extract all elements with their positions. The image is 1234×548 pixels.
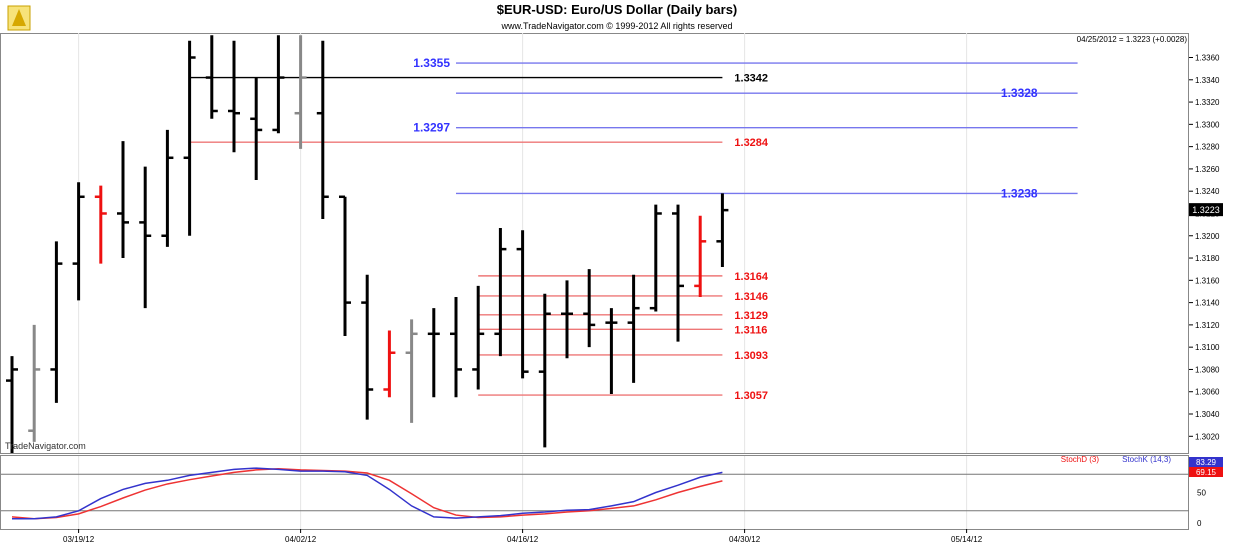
ohlc-bar bbox=[472, 285, 485, 390]
stoch-d-legend: StochD (3) bbox=[1061, 455, 1100, 464]
price-level-label: 1.3093 bbox=[734, 350, 768, 362]
ohlc-bar bbox=[28, 324, 41, 442]
ohlc-bar bbox=[228, 40, 240, 153]
ohlc-bar bbox=[583, 269, 596, 348]
chart-subtitle: www.TradeNavigator.com © 1999-2012 All r… bbox=[501, 21, 733, 31]
price-level-label: 1.3328 bbox=[1001, 86, 1038, 100]
ohlc-bar bbox=[250, 77, 263, 181]
ohlc-bar bbox=[561, 280, 573, 359]
price-tick-label: 1.3020 bbox=[1195, 432, 1220, 441]
price-tick-label: 1.3100 bbox=[1195, 343, 1220, 352]
ohlc-bar bbox=[383, 330, 396, 398]
ohlc-bar bbox=[361, 274, 374, 420]
price-level-label: 1.3146 bbox=[734, 291, 768, 303]
date-axis: 03/19/12 04/02/12 04/16/12 04/30/12 05/14/12 bbox=[63, 529, 983, 544]
price-level-label: 1.3342 bbox=[734, 73, 768, 85]
ohlc-bar bbox=[205, 35, 218, 119]
chart-title: $EUR-USD: Euro/US Dollar (Daily bars) bbox=[497, 2, 738, 17]
price-tick-label: 1.3320 bbox=[1195, 98, 1220, 107]
ohlc-bar bbox=[672, 204, 684, 342]
stoch-d-line bbox=[11, 467, 723, 520]
ohlc-bar bbox=[294, 35, 307, 149]
ohlc-bar bbox=[694, 215, 707, 298]
stochastic-panel-frame bbox=[0, 455, 1189, 530]
price-level-label: 1.3238 bbox=[1001, 186, 1038, 200]
ohlc-bar bbox=[450, 297, 462, 398]
ohlc-bar bbox=[405, 319, 418, 423]
ohlc-bar bbox=[649, 204, 662, 312]
stoch-value-tags: 83.29 69.15 bbox=[1189, 457, 1223, 477]
ohlc-bar bbox=[427, 308, 440, 398]
ohlc-bar bbox=[494, 227, 507, 357]
price-level-label: 1.3129 bbox=[734, 310, 768, 322]
price-level-label: 1.3297 bbox=[413, 121, 450, 135]
price-panel-frame bbox=[0, 33, 1189, 454]
watermark: TradeNavigator.com bbox=[5, 441, 86, 451]
price-tick-label: 1.3200 bbox=[1195, 232, 1220, 241]
price-levels: 1.3355 1.3342 1.3328 1.3297 1.3284 1.3238 1.31… bbox=[189, 56, 1078, 402]
stoch-tick-label: 50 bbox=[1197, 489, 1206, 498]
ohlc-bar bbox=[339, 195, 351, 337]
price-tick-label: 1.3140 bbox=[1195, 299, 1220, 308]
ohlc-bars bbox=[6, 35, 729, 453]
price-level-label: 1.3164 bbox=[734, 271, 769, 283]
ohlc-bar bbox=[6, 356, 18, 453]
stoch-d-value: 69.15 bbox=[1196, 468, 1217, 477]
ohlc-bar bbox=[161, 129, 174, 247]
stochastic-panel: 50 0 bbox=[1, 467, 1206, 528]
date-tick-label: 05/14/12 bbox=[951, 535, 983, 544]
ohlc-bar bbox=[605, 308, 618, 394]
ohlc-bar bbox=[627, 274, 640, 383]
price-tick-label: 1.3080 bbox=[1195, 365, 1220, 374]
quote-readout: 04/25/2012 = 1.3223 (+0.0028) bbox=[1077, 35, 1188, 44]
price-tick-label: 1.3120 bbox=[1195, 321, 1220, 330]
current-price-tag: 1.3223 bbox=[1189, 203, 1223, 217]
date-tick-label: 04/16/12 bbox=[507, 535, 539, 544]
trade-navigator-logo bbox=[7, 5, 31, 31]
ohlc-bar bbox=[316, 40, 329, 220]
price-tick-label: 1.3240 bbox=[1195, 187, 1220, 196]
date-tick-label: 04/30/12 bbox=[729, 535, 761, 544]
date-tick-label: 04/02/12 bbox=[285, 535, 317, 544]
ohlc-bar bbox=[716, 193, 729, 267]
price-level-label: 1.3057 bbox=[734, 390, 768, 402]
ohlc-bar bbox=[94, 185, 107, 264]
price-tick-label: 1.3280 bbox=[1195, 143, 1220, 152]
stoch-k-line bbox=[12, 467, 723, 520]
current-price-label: 1.3223 bbox=[1192, 205, 1220, 215]
ohlc-bar bbox=[139, 166, 152, 309]
price-level-label: 1.3284 bbox=[734, 137, 769, 149]
ohlc-bar bbox=[117, 141, 129, 259]
price-tick-label: 1.3040 bbox=[1195, 410, 1220, 419]
ohlc-bar bbox=[72, 182, 85, 301]
ohlc-bar bbox=[183, 40, 196, 236]
price-level-label: 1.3116 bbox=[734, 324, 767, 336]
stoch-k-legend: StochK (14,3) bbox=[1122, 455, 1171, 464]
price-tick-label: 1.3180 bbox=[1195, 254, 1220, 263]
ohlc-bar bbox=[272, 35, 285, 134]
price-tick-label: 1.3340 bbox=[1195, 76, 1220, 85]
ohlc-bar bbox=[516, 230, 529, 379]
date-tick-label: 03/19/12 bbox=[63, 535, 95, 544]
ohlc-bar bbox=[538, 293, 551, 448]
price-tick-label: 1.3060 bbox=[1195, 388, 1220, 397]
price-tick-label: 1.3260 bbox=[1195, 165, 1220, 174]
price-tick-label: 1.3360 bbox=[1195, 54, 1220, 63]
price-tick-label: 1.3300 bbox=[1195, 120, 1220, 129]
stoch-k-value: 83.29 bbox=[1196, 458, 1217, 467]
ohlc-bar bbox=[50, 241, 63, 403]
stoch-tick-label: 0 bbox=[1197, 519, 1202, 528]
price-tick-label: 1.3160 bbox=[1195, 276, 1220, 285]
price-level-label: 1.3355 bbox=[413, 56, 450, 70]
